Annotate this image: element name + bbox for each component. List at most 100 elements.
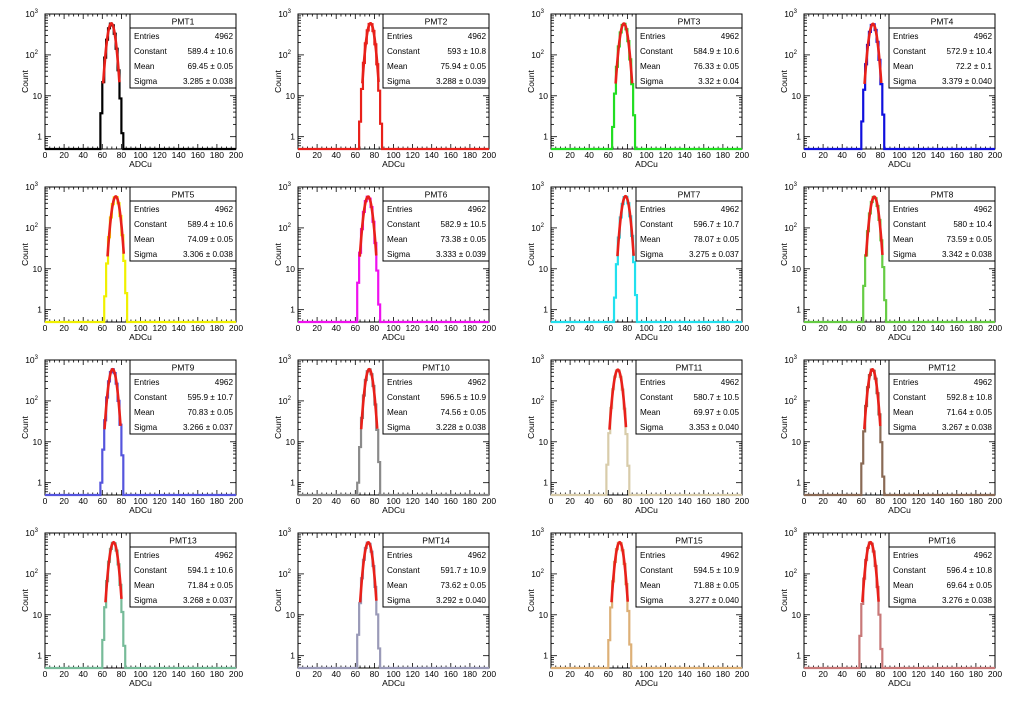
fit-curve xyxy=(614,22,634,84)
stat-sigma-value: 3.292 ± 0.040 xyxy=(436,596,486,605)
y-tick-label: 102 xyxy=(784,396,797,406)
fit-curve xyxy=(104,540,123,603)
y-tick-label: 1 xyxy=(37,305,42,315)
x-tick-label: 160 xyxy=(444,496,458,506)
x-tick-label: 200 xyxy=(482,496,496,506)
x-tick-label: 180 xyxy=(716,496,730,506)
y-tick-label: 103 xyxy=(278,355,291,365)
y-tick-label: 10 xyxy=(33,610,43,620)
histogram-series xyxy=(804,541,995,670)
x-tick-label: 180 xyxy=(969,323,983,333)
x-tick-label: 20 xyxy=(818,150,828,160)
x-tick-label: 60 xyxy=(351,323,361,333)
y-tick-label: 10 xyxy=(286,437,296,447)
stats-box: PMT2 Entries 4962 Constant 593 ± 10.8 Mean 75.… xyxy=(382,13,490,89)
x-tick-label: 120 xyxy=(153,323,167,333)
histogram-series xyxy=(298,195,489,324)
x-tick-label: 0 xyxy=(43,323,48,333)
x-tick-label: 80 xyxy=(117,496,127,506)
stat-entries-label: Entries xyxy=(640,205,665,214)
y-axis-label: Count xyxy=(779,589,789,612)
y-axis-label: Count xyxy=(273,243,283,266)
x-tick-label: 100 xyxy=(892,150,906,160)
stat-entries-value: 4962 xyxy=(215,378,234,387)
x-tick-label: 0 xyxy=(296,496,301,506)
panel-title: PMT6 xyxy=(425,190,448,200)
x-tick-label: 200 xyxy=(482,669,496,679)
stat-constant-value: 596.5 ± 10.9 xyxy=(441,393,487,402)
stat-mean-value: 69.45 ± 0.05 xyxy=(188,62,234,71)
stat-mean-label: Mean xyxy=(387,581,408,590)
panel-pmt14: 0 20 40 60 80 100 120 140 160 180 200 ADCu 1 10 102 103… xyxy=(273,528,496,688)
y-tick-label: 1 xyxy=(290,305,295,315)
x-tick-label: 120 xyxy=(659,669,673,679)
x-tick-label: 160 xyxy=(697,323,711,333)
x-tick-label: 200 xyxy=(988,669,1002,679)
stat-entries-value: 4962 xyxy=(974,378,993,387)
y-tick-label: 1 xyxy=(37,132,42,142)
x-axis-label: ADCu xyxy=(382,678,405,688)
stat-sigma-value: 3.379 ± 0.040 xyxy=(942,77,992,86)
x-tick-label: 60 xyxy=(98,496,108,506)
x-axis-label: ADCu xyxy=(635,505,658,515)
x-tick-label: 20 xyxy=(818,323,828,333)
y-tick-label: 102 xyxy=(278,50,291,60)
stat-mean-label: Mean xyxy=(893,581,914,590)
y-tick-label: 103 xyxy=(784,528,797,538)
stat-constant-value: 572.9 ± 10.4 xyxy=(947,47,993,56)
x-tick-label: 140 xyxy=(931,496,945,506)
fit-curve xyxy=(616,194,635,257)
x-tick-label: 40 xyxy=(331,496,341,506)
x-tick-label: 80 xyxy=(623,669,633,679)
stat-constant-value: 596.7 ± 10.7 xyxy=(694,220,740,229)
panel-title: PMT1 xyxy=(172,17,195,27)
x-tick-label: 40 xyxy=(837,496,847,506)
fit-curve xyxy=(101,22,121,84)
x-tick-label: 80 xyxy=(117,323,127,333)
stat-constant-value: 580.7 ± 10.5 xyxy=(694,393,740,402)
y-axis-label: Count xyxy=(20,589,30,612)
x-tick-label: 100 xyxy=(639,496,653,506)
stat-mean-label: Mean xyxy=(640,62,661,71)
x-tick-label: 180 xyxy=(969,150,983,160)
y-tick-label: 103 xyxy=(531,528,544,538)
x-tick-label: 20 xyxy=(312,496,322,506)
x-tick-label: 100 xyxy=(386,496,400,506)
x-tick-label: 140 xyxy=(678,150,692,160)
x-tick-label: 100 xyxy=(892,323,906,333)
fit-curve xyxy=(864,195,884,257)
stat-entries-value: 4962 xyxy=(215,205,234,214)
x-tick-label: 60 xyxy=(857,496,867,506)
stat-sigma-value: 3.268 ± 0.037 xyxy=(183,596,233,605)
stat-entries-value: 4962 xyxy=(468,32,487,41)
panel-title: PMT12 xyxy=(928,363,956,373)
y-tick-label: 103 xyxy=(278,182,291,192)
y-axis-label: Count xyxy=(526,589,536,612)
x-tick-label: 200 xyxy=(229,150,243,160)
stats-box-frame xyxy=(635,359,743,435)
x-tick-label: 60 xyxy=(604,150,614,160)
y-tick-label: 10 xyxy=(33,437,43,447)
stats-box-frame xyxy=(888,186,996,262)
stats-box: PMT4 Entries 4962 Constant 572.9 ± 10.4 Mean 7… xyxy=(888,13,996,89)
stat-mean-value: 73.38 ± 0.05 xyxy=(441,235,487,244)
x-tick-label: 200 xyxy=(988,150,1002,160)
x-tick-label: 40 xyxy=(331,323,341,333)
x-tick-label: 120 xyxy=(912,496,926,506)
x-axis-label: ADCu xyxy=(635,159,658,169)
y-tick-label: 1 xyxy=(290,132,295,142)
x-tick-label: 100 xyxy=(133,150,147,160)
x-tick-label: 140 xyxy=(425,669,439,679)
stat-constant-value: 593 ± 10.8 xyxy=(447,47,486,56)
panel-title: PMT15 xyxy=(675,536,703,546)
stat-sigma-value: 3.267 ± 0.038 xyxy=(942,423,992,432)
stat-sigma-value: 3.276 ± 0.038 xyxy=(942,596,992,605)
stats-box-frame xyxy=(382,13,490,89)
x-tick-label: 180 xyxy=(716,669,730,679)
y-tick-label: 103 xyxy=(784,9,797,19)
x-tick-label: 100 xyxy=(133,323,147,333)
x-tick-label: 80 xyxy=(117,150,127,160)
x-tick-label: 180 xyxy=(969,496,983,506)
stat-mean-label: Mean xyxy=(387,62,408,71)
stat-mean-label: Mean xyxy=(134,408,155,417)
